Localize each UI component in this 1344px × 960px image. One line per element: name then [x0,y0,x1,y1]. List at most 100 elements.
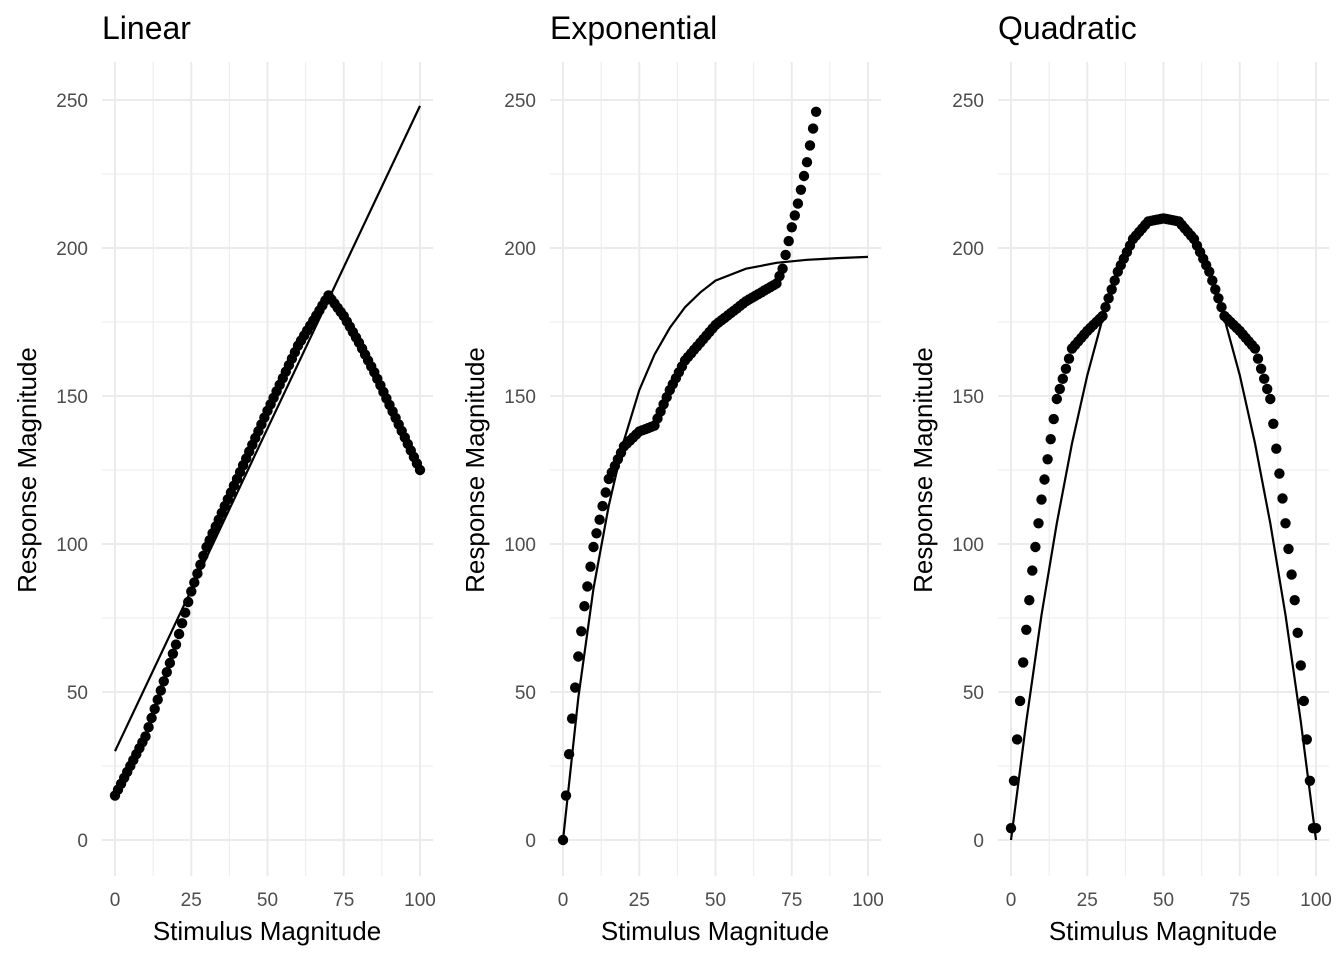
data-point [1103,293,1114,304]
data-point [1036,494,1047,505]
data-point [1021,624,1032,635]
data-point [1277,493,1288,504]
data-point [566,713,578,724]
data-point [1048,413,1059,425]
data-point [1033,518,1044,529]
data-point [810,106,822,118]
data-point [1271,443,1282,454]
y-tick-label: 100 [504,535,536,556]
data-point [146,712,157,724]
data-point [792,198,804,209]
data-point [591,528,602,539]
data-point [1060,363,1072,374]
data-point [1210,284,1221,295]
x-tick-label: 25 [629,890,650,911]
data-point [164,657,176,669]
data-point [183,596,194,608]
x-tick-labels: 0 25 50 75 100 [558,890,884,911]
fit-curve [114,105,421,752]
data-point [1030,541,1041,553]
data-point [1063,353,1075,364]
y-tick-label: 150 [56,387,88,408]
data-point [152,694,163,705]
data-point [1106,284,1117,295]
fit-curve [561,255,869,841]
y-tick-label: 250 [56,91,88,112]
y-tick-label: 200 [952,239,984,260]
data-point [198,550,209,561]
y-tick-label: 100 [56,535,88,556]
data-point [594,514,605,525]
data-point [1100,302,1111,313]
data-point [786,222,797,233]
y-tick-label: 50 [67,683,88,704]
data-point [1109,275,1120,286]
data-point [1005,823,1017,834]
data-point [789,210,800,221]
data-point [801,157,813,168]
data-point [1262,383,1273,395]
x-tick-label: 75 [781,890,802,911]
data-point [582,581,593,592]
y-tick-label: 250 [504,91,536,112]
data-point [1018,657,1029,668]
data-point [1286,569,1297,580]
data-point [560,790,572,801]
data-point [557,834,569,846]
y-tick-labels: 0 50 100 150 200 250 [952,91,984,852]
data-point [597,500,608,512]
x-tick-label: 0 [1006,890,1017,911]
data-point [1097,310,1108,322]
data-point [1274,468,1285,479]
data-point [195,559,206,570]
x-tick-labels: 0 25 50 75 100 [110,890,436,911]
data-point [1045,434,1056,445]
data-point [1249,343,1261,354]
data-point [170,639,182,650]
x-axis-label: Stimulus Magnitude [1049,916,1277,946]
data-point [1051,393,1063,405]
data-point [795,184,807,195]
data-point [1301,734,1313,745]
data-point [173,628,185,640]
data-point [143,722,154,733]
data-point [1042,454,1053,465]
data-points [1005,213,1322,834]
data-point [161,667,172,678]
data-point [1280,518,1291,529]
x-tick-label: 100 [1300,890,1332,911]
grid [998,62,1329,876]
panel-quadratic: 0 25 50 75 100 0 50 100 150 200 250 Quadratic Sti… [908,10,1332,946]
x-tick-label: 75 [1229,890,1250,911]
data-point [180,607,191,618]
data-point [1207,275,1218,286]
data-point [1304,775,1316,786]
data-point [186,586,197,597]
y-tick-label: 200 [504,239,536,260]
x-tick-label: 50 [257,890,278,911]
x-tick-label: 0 [110,890,121,911]
data-point [585,561,596,572]
data-points [109,290,426,801]
y-tick-label: 100 [952,535,984,556]
data-point [783,235,794,247]
data-point [1252,353,1264,364]
data-point [414,464,426,476]
data-point [1268,418,1279,429]
chart-title: Linear [102,10,191,46]
data-point [1054,383,1066,395]
x-tick-labels: 0 25 50 75 100 [1006,890,1332,911]
x-tick-label: 100 [404,890,436,911]
y-tick-label: 50 [963,683,984,704]
chart-title: Exponential [550,10,717,46]
data-point [588,541,599,553]
y-tick-labels: 0 50 100 150 200 250 [504,91,536,852]
y-axis-label: Response Magnitude [908,347,938,593]
chart-title: Quadratic [998,10,1137,46]
x-tick-label: 50 [705,890,726,911]
data-point [807,123,819,134]
data-point [1295,660,1307,671]
y-tick-labels: 0 50 100 150 200 250 [56,91,88,852]
data-point [149,703,160,715]
